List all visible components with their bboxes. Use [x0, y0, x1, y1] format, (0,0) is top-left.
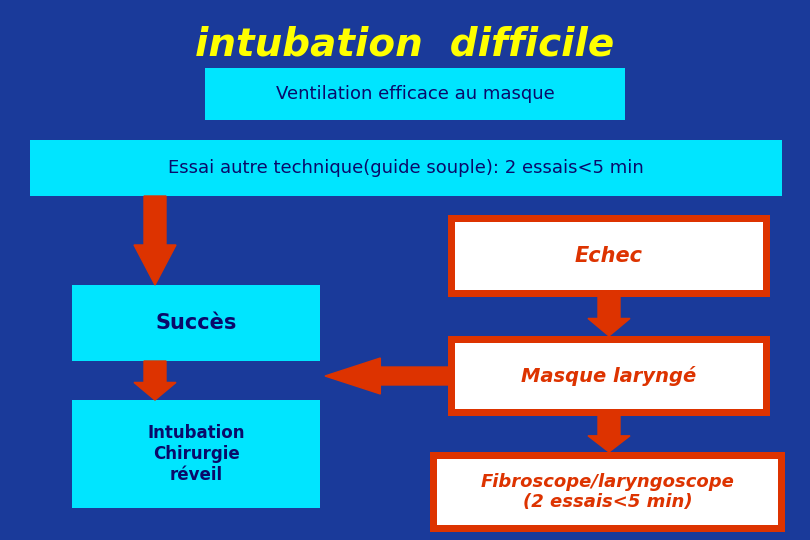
Text: Intubation
Chirurgie
réveil: Intubation Chirurgie réveil	[147, 424, 245, 484]
Bar	[72, 400, 320, 508]
Polygon shape	[134, 196, 176, 285]
Text: Succès: Succès	[156, 313, 237, 333]
Polygon shape	[325, 358, 448, 394]
Text: Fibroscope/laryngoscope
(2 essais<5 min): Fibroscope/laryngoscope (2 essais<5 min)	[480, 472, 735, 511]
Text: Masque laryngé: Masque laryngé	[522, 366, 697, 386]
Bar	[430, 452, 785, 532]
Text: Echec: Echec	[575, 246, 643, 266]
Bar	[72, 285, 320, 361]
Polygon shape	[134, 361, 176, 400]
Text: intubation  difficile: intubation difficile	[195, 26, 615, 64]
Bar	[448, 336, 770, 416]
Bar	[437, 459, 778, 525]
Bar	[205, 68, 625, 120]
Bar	[30, 140, 782, 196]
Polygon shape	[588, 297, 630, 336]
Bar	[455, 222, 763, 290]
Text: Essai autre technique(guide souple): 2 essais<5 min: Essai autre technique(guide souple): 2 e…	[168, 159, 644, 177]
Bar	[455, 343, 763, 409]
Bar	[448, 215, 770, 297]
Polygon shape	[588, 416, 630, 452]
Text: Ventilation efficace au masque: Ventilation efficace au masque	[275, 85, 554, 103]
